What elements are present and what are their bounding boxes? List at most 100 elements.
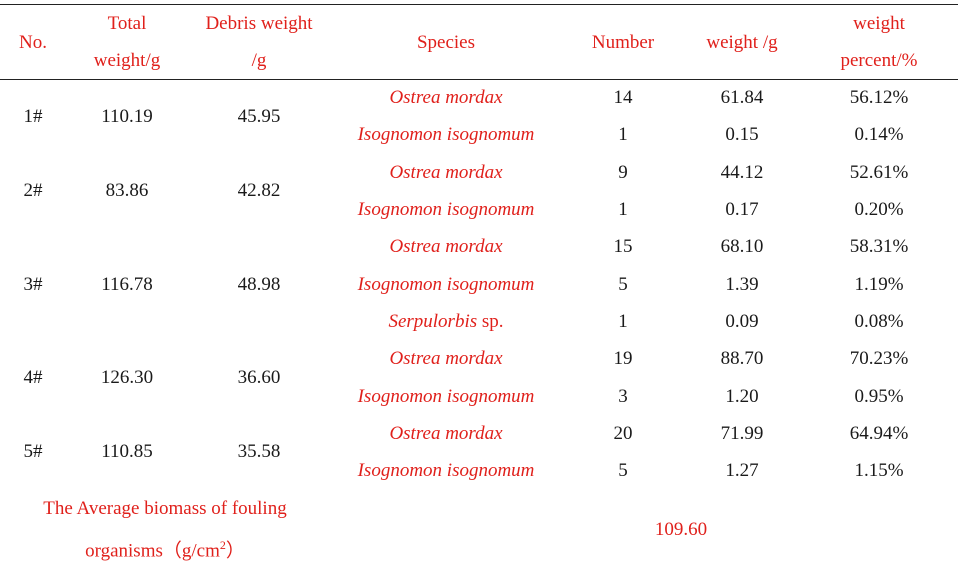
cell-species: Ostrea mordax [330,229,562,266]
cell-number: 5 [562,266,684,303]
cell-weight-percent: 70.23% [800,341,958,378]
cell-no: 4# [0,341,66,416]
header-debris-weight-line1: Debris weight [205,13,312,34]
cell-weight-percent: 1.19% [800,266,958,303]
cell-total-weight: 110.85 [66,415,188,490]
cell-debris-weight: 36.60 [188,341,330,416]
cell-total-weight: 110.19 [66,80,188,155]
average-biomass-value: 109.60 [562,490,800,569]
cell-total-weight: 116.78 [66,229,188,341]
header-total-weight: Total weight/g [66,5,188,80]
cell-number: 9 [562,154,684,191]
cell-weight: 88.70 [684,341,800,378]
species-name: Ostrea mordax [389,236,502,257]
footer-row: The Average biomass of fouling organisms（… [0,490,958,569]
header-number: Number [562,5,684,80]
cell-weight-percent: 0.08% [800,303,958,340]
species-name: Isognomon isognomum [358,460,535,481]
header-weight: weight /g [684,5,800,80]
species-name: Serpulorbis [388,311,477,332]
cell-weight: 0.09 [684,303,800,340]
cell-debris-weight: 35.58 [188,415,330,490]
species-suffix: sp. [477,311,503,332]
cell-weight-percent: 0.20% [800,191,958,228]
cell-number: 3 [562,378,684,415]
cell-weight-percent: 0.95% [800,378,958,415]
species-name: Ostrea mordax [389,423,502,444]
species-name: Isognomon isognomum [358,199,535,220]
cell-weight-percent: 56.12% [800,80,958,117]
header-weight-percent-line1: weight [853,13,905,34]
species-name: Isognomon isognomum [358,124,535,145]
cell-number: 19 [562,341,684,378]
average-biomass-label: The Average biomass of fouling organisms（… [0,490,330,569]
cell-no: 3# [0,229,66,341]
cell-number: 20 [562,415,684,452]
fouling-biomass-table: No. Total weight/g Debris weight /g Spec… [0,4,958,569]
cell-species: Ostrea mordax [330,154,562,191]
average-biomass-label-line1: The Average biomass of fouling [43,498,286,519]
cell-total-weight: 83.86 [66,154,188,229]
cell-weight-percent: 52.61% [800,154,958,191]
cell-species: Isognomon isognomum [330,266,562,303]
cell-debris-weight: 45.95 [188,80,330,155]
cell-debris-weight: 42.82 [188,154,330,229]
average-biomass-label-line2: organisms（g/cm [85,540,220,561]
header-total-weight-line1: Total [108,13,147,34]
cell-species: Serpulorbis sp. [330,303,562,340]
species-name: Isognomon isognomum [358,274,535,295]
cell-species: Isognomon isognomum [330,117,562,154]
cell-no: 5# [0,415,66,490]
cell-species: Isognomon isognomum [330,452,562,489]
footer-empty-cell [800,490,958,569]
header-weight-percent-line2: percent/% [840,50,917,71]
cell-species: Isognomon isognomum [330,191,562,228]
cell-no: 2# [0,154,66,229]
cell-debris-weight: 48.98 [188,229,330,341]
header-weight-percent: weight percent/% [800,5,958,80]
cell-weight: 61.84 [684,80,800,117]
cell-number: 1 [562,191,684,228]
cell-weight: 44.12 [684,154,800,191]
cell-weight: 1.39 [684,266,800,303]
cell-weight: 68.10 [684,229,800,266]
table-header: No. Total weight/g Debris weight /g Spec… [0,5,958,80]
cell-number: 1 [562,117,684,154]
cell-species: Ostrea mordax [330,341,562,378]
cell-weight: 1.20 [684,378,800,415]
cell-weight: 0.15 [684,117,800,154]
cell-weight: 1.27 [684,452,800,489]
cell-weight-percent: 0.14% [800,117,958,154]
cell-number: 15 [562,229,684,266]
species-name: Ostrea mordax [389,87,502,108]
header-total-weight-line2: weight/g [94,50,161,71]
header-debris-weight-line2: /g [252,50,267,71]
species-name: Isognomon isognomum [358,386,535,407]
average-biomass-label-close: ） [226,540,245,561]
header-species: Species [330,5,562,80]
header-debris-weight: Debris weight /g [188,5,330,80]
cell-number: 1 [562,303,684,340]
species-name: Ostrea mordax [389,348,502,369]
footer-empty-cell [330,490,562,569]
cell-species: Ostrea mordax [330,80,562,117]
cell-total-weight: 126.30 [66,341,188,416]
cell-weight-percent: 64.94% [800,415,958,452]
cell-weight-percent: 58.31% [800,229,958,266]
header-no: No. [0,5,66,80]
cell-species: Ostrea mordax [330,415,562,452]
cell-species: Isognomon isognomum [330,378,562,415]
cell-number: 14 [562,80,684,117]
cell-weight: 71.99 [684,415,800,452]
cell-number: 5 [562,452,684,489]
cell-weight-percent: 1.15% [800,452,958,489]
cell-weight: 0.17 [684,191,800,228]
species-name: Ostrea mordax [389,162,502,183]
